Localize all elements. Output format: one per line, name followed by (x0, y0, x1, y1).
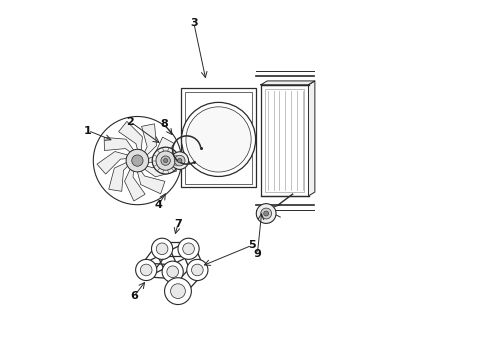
Circle shape (165, 278, 192, 305)
Circle shape (183, 243, 195, 255)
Circle shape (161, 156, 171, 165)
Circle shape (151, 238, 172, 259)
Circle shape (192, 264, 203, 276)
Polygon shape (104, 137, 134, 152)
Bar (181, 88, 256, 187)
Polygon shape (109, 163, 127, 191)
Polygon shape (261, 81, 315, 85)
Circle shape (186, 107, 251, 172)
Text: 2: 2 (126, 117, 134, 127)
Polygon shape (142, 124, 156, 155)
Circle shape (167, 266, 178, 278)
Circle shape (177, 158, 182, 163)
Text: 8: 8 (160, 118, 168, 129)
Polygon shape (124, 169, 145, 201)
Circle shape (156, 151, 175, 170)
Circle shape (126, 149, 148, 172)
Circle shape (132, 155, 143, 166)
Circle shape (187, 259, 208, 280)
Circle shape (256, 204, 276, 224)
Circle shape (162, 261, 183, 282)
Polygon shape (119, 121, 143, 150)
Circle shape (181, 102, 256, 176)
Polygon shape (137, 171, 165, 194)
Circle shape (264, 211, 269, 216)
Circle shape (171, 152, 189, 170)
Text: 4: 4 (155, 200, 163, 210)
Text: 9: 9 (253, 249, 261, 259)
Bar (185, 92, 252, 184)
Circle shape (152, 147, 179, 174)
Text: 6: 6 (130, 292, 138, 301)
Circle shape (164, 159, 168, 163)
Circle shape (156, 243, 168, 255)
Polygon shape (97, 152, 127, 174)
Circle shape (136, 259, 157, 280)
Circle shape (141, 264, 152, 276)
Text: 3: 3 (190, 18, 197, 28)
Polygon shape (309, 81, 315, 196)
Text: 7: 7 (174, 219, 182, 229)
Polygon shape (148, 137, 174, 163)
Circle shape (174, 155, 185, 166)
Circle shape (171, 284, 185, 298)
Circle shape (261, 208, 271, 219)
Text: 5: 5 (248, 240, 256, 250)
Bar (261, 85, 309, 196)
Bar (265, 89, 304, 192)
Circle shape (178, 238, 199, 259)
Polygon shape (145, 159, 176, 177)
Text: 1: 1 (84, 126, 92, 136)
